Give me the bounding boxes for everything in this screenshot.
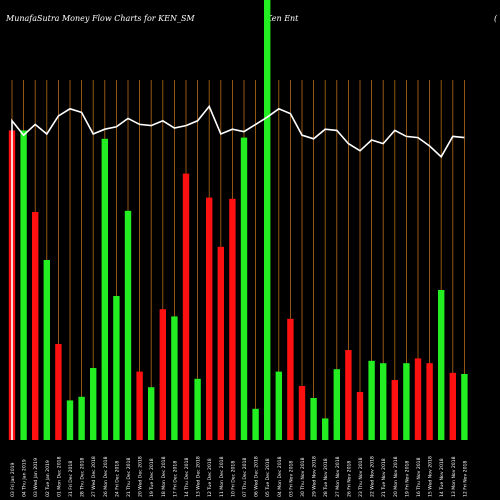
x-tick-label: 14 Tue Nov 2018 bbox=[439, 458, 445, 497]
chart-title-edge: ( bbox=[494, 14, 498, 23]
money-flow-bar bbox=[345, 350, 352, 440]
money-flow-bar bbox=[426, 363, 433, 440]
x-tick-label: 24 Fri Dec 2018 bbox=[114, 461, 120, 497]
x-tick-label: 21 Tue Nov 2018 bbox=[381, 458, 387, 497]
x-tick-label: 03 Fri Nov 2018 bbox=[288, 461, 294, 497]
x-tick-label: 20 Wed Dec 2018 bbox=[138, 456, 144, 497]
money-flow-bar bbox=[229, 198, 236, 440]
money-flow-bar bbox=[298, 386, 306, 440]
line-series bbox=[11, 104, 465, 440]
x-tick-label: 27 Mon Nov 2018 bbox=[335, 456, 341, 497]
x-tick-label: 12 Fri Nov 2018 bbox=[462, 461, 468, 497]
chart-title-right: Ken Ent bbox=[266, 14, 299, 23]
x-tick-label: 10 Fri Dec 2018 bbox=[230, 461, 236, 497]
x-tick-label: 03 Wed Jan 2019 bbox=[33, 458, 39, 497]
x-tick-label: 16 Thu Nov 2018 bbox=[416, 457, 422, 497]
money-flow-bar bbox=[124, 210, 132, 440]
x-tick-label: 14 Thu Dec 2018 bbox=[184, 457, 190, 497]
money-flow-bar bbox=[148, 387, 155, 440]
x-tick-label: 19 Tue Dec 2018 bbox=[149, 458, 155, 497]
money-flow-bar bbox=[368, 360, 375, 440]
x-tick-label: 12 Tue Dec 2018 bbox=[207, 458, 213, 497]
x-tick-label: 06 Wed Dec 2018 bbox=[254, 456, 260, 497]
money-flow-bar bbox=[333, 369, 340, 440]
money-flow-bar bbox=[391, 380, 398, 440]
money-flow-bar bbox=[310, 398, 317, 440]
money-flow-bar bbox=[252, 408, 259, 440]
chart-title: MunafaSutra Money Flow Charts for KEN_SM bbox=[6, 14, 195, 23]
money-flow-bar bbox=[275, 371, 282, 440]
x-tick-label: 28 Tue Nov 2018 bbox=[323, 458, 329, 497]
bars bbox=[8, 0, 468, 441]
money-flow-bar bbox=[206, 197, 213, 440]
x-tick-label: 19 Fri Nov 2018 bbox=[404, 461, 410, 497]
money-flow-bar bbox=[55, 344, 62, 440]
money-flow-bar bbox=[113, 296, 120, 440]
money-flow-bar bbox=[136, 371, 143, 440]
money-flow-bar bbox=[90, 368, 97, 440]
x-tick-label: 31 Fri Dec 2018 bbox=[68, 461, 74, 497]
x-tick-label: 21 Thu Dec 2018 bbox=[126, 457, 132, 497]
money-flow-bar bbox=[438, 290, 445, 440]
x-tick-label: 23 Thu Nov 2018 bbox=[358, 457, 364, 497]
x-tick-label: 13 Wed Dec 2018 bbox=[196, 456, 202, 497]
x-tick-label: 22 Wed Nov 2018 bbox=[370, 456, 376, 497]
money-flow-bar bbox=[449, 372, 456, 440]
money-flow-bar bbox=[414, 358, 422, 440]
x-tick-label: 11 Mon Dec 2018 bbox=[219, 456, 225, 497]
money-flow-bar bbox=[240, 137, 248, 440]
x-tick-label: 26 Mon Dec 2018 bbox=[103, 456, 109, 497]
money-flow-bar bbox=[380, 363, 387, 440]
money-flow-bar bbox=[182, 173, 190, 440]
money-flow-bar bbox=[20, 130, 27, 440]
money-flow-bar bbox=[194, 378, 201, 440]
x-tick-label: 07 Thu Dec 2018 bbox=[242, 457, 248, 497]
x-tick-label: 30 Thu Nov 2018 bbox=[300, 457, 306, 497]
money-flow-bar bbox=[217, 246, 224, 440]
x-tick-label: 20 Mon Nov 2018 bbox=[393, 456, 399, 497]
money-flow-bar bbox=[322, 418, 329, 440]
x-tick-label: 26 Fri Nov 2018 bbox=[346, 461, 352, 497]
price-line bbox=[11, 104, 465, 440]
money-flow-bar bbox=[101, 138, 108, 441]
money-flow-bar bbox=[356, 392, 364, 440]
x-tick-label: 04 Mon Dec 2018 bbox=[277, 456, 283, 497]
x-tick-label: 03 Fri Jan 2019 bbox=[10, 462, 16, 497]
x-tick-label: 29 Wed Nov 2018 bbox=[312, 456, 318, 497]
money-flow-bar bbox=[66, 400, 74, 440]
x-tick-label: 02 Tue Jan 2019 bbox=[45, 460, 51, 497]
x-tick-label: 18 Mon Dec 2018 bbox=[161, 456, 167, 497]
money-flow-bar bbox=[403, 363, 410, 440]
money-flow-bar bbox=[171, 316, 178, 440]
x-tick-label: 27 Wed Dec 2018 bbox=[91, 456, 97, 497]
money-flow-bar bbox=[78, 396, 85, 440]
money-flow-bar bbox=[43, 260, 50, 440]
x-tick-label: 13 Mon Nov 2018 bbox=[451, 456, 457, 497]
x-tick-label: 28 Thu Dec 2018 bbox=[80, 457, 86, 497]
x-tick-label: 04 Thu Jan 2019 bbox=[22, 459, 28, 497]
money-flow-bar bbox=[159, 309, 166, 440]
x-tick-label: 17 Fri Dec 2018 bbox=[172, 461, 178, 497]
money-flow-bar bbox=[264, 0, 271, 440]
money-flow-bar bbox=[32, 212, 39, 440]
money-flow-bar bbox=[461, 374, 468, 440]
money-flow-bar bbox=[287, 318, 294, 440]
x-tick-label: 15 Wed Nov 2018 bbox=[428, 456, 434, 497]
x-tick-label: 05 Tue Dec 2018 bbox=[265, 458, 271, 497]
x-axis-labels: 03 Fri Jan 2019 04 Thu Jan 2019 03 Wed Jan… bbox=[10, 456, 468, 497]
x-tick-label: 01 Mon Dec 2018 bbox=[56, 456, 62, 497]
